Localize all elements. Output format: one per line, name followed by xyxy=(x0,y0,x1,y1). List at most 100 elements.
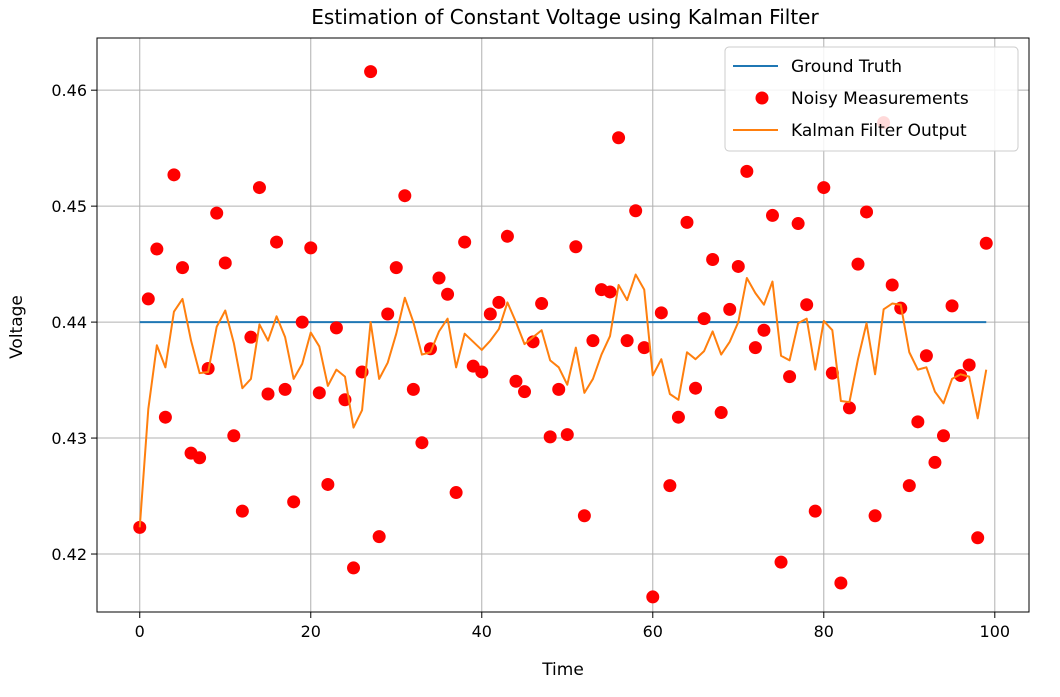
measurement-point xyxy=(842,401,856,415)
measurement-point xyxy=(714,406,728,420)
legend-label: Noisy Measurements xyxy=(791,89,969,109)
measurement-point xyxy=(654,306,668,320)
measurement-point xyxy=(398,189,412,203)
measurement-point xyxy=(680,215,694,229)
measurement-point xyxy=(979,236,993,250)
legend-marker xyxy=(755,91,769,105)
measurement-point xyxy=(765,208,779,222)
measurement-point xyxy=(193,451,207,465)
measurement-point xyxy=(415,436,429,450)
measurement-point xyxy=(911,415,925,429)
measurement-point xyxy=(244,330,258,344)
measurement-point xyxy=(757,323,771,337)
x-tick-label: 100 xyxy=(980,622,1011,641)
measurement-point xyxy=(535,297,549,311)
measurement-point xyxy=(825,366,839,380)
measurement-point xyxy=(671,410,685,424)
measurement-point xyxy=(287,495,301,509)
measurement-point xyxy=(210,206,224,220)
measurement-point xyxy=(312,386,326,400)
measurement-point xyxy=(261,387,275,401)
x-tick-label: 80 xyxy=(814,622,834,641)
legend: Ground Truth Noisy Measurements Kalman Fil… xyxy=(724,46,1019,152)
measurement-point xyxy=(141,292,155,306)
measurement-point xyxy=(919,349,933,363)
measurement-point xyxy=(740,164,754,178)
measurement-point xyxy=(902,479,916,493)
measurement-point xyxy=(167,168,181,182)
measurement-point xyxy=(552,382,566,396)
measurement-point xyxy=(158,410,172,424)
legend-box xyxy=(724,46,1019,152)
measurement-point xyxy=(500,229,514,243)
measurement-point xyxy=(543,430,557,444)
measurement-point xyxy=(449,486,463,500)
measurement-point xyxy=(971,531,985,545)
measurement-point xyxy=(492,295,506,309)
y-tick-label: 0.43 xyxy=(51,429,87,448)
measurement-point xyxy=(800,298,814,312)
measurement-point xyxy=(928,455,942,469)
measurement-point xyxy=(791,217,805,231)
measurement-point xyxy=(851,257,865,271)
measurement-point xyxy=(962,358,976,372)
measurement-point xyxy=(406,382,420,396)
measurement-point xyxy=(389,261,403,275)
measurement-point xyxy=(295,315,309,329)
measurement-point xyxy=(364,65,378,79)
x-tick-label: 40 xyxy=(472,622,492,641)
measurement-point xyxy=(620,334,634,348)
measurement-point xyxy=(723,302,737,316)
measurement-point xyxy=(945,299,959,313)
plot-area xyxy=(133,65,993,604)
x-tick-label: 20 xyxy=(301,622,321,641)
measurement-point xyxy=(936,429,950,443)
measurement-point xyxy=(432,271,446,285)
measurement-point xyxy=(381,307,395,321)
measurement-point xyxy=(646,590,660,604)
x-tick-label: 60 xyxy=(643,622,663,641)
y-tick-label: 0.42 xyxy=(51,545,87,564)
measurement-point xyxy=(227,429,241,443)
measurement-point xyxy=(347,561,361,575)
measurement-point xyxy=(629,204,643,218)
measurement-point xyxy=(577,509,591,523)
measurement-point xyxy=(560,428,574,442)
x-axis: 0 20 40 60 80 100 xyxy=(135,612,1010,641)
legend-label: Kalman Filter Output xyxy=(791,121,967,141)
measurement-point xyxy=(808,504,822,518)
measurement-point xyxy=(372,530,386,544)
measurement-point xyxy=(603,285,617,299)
measurement-point xyxy=(954,368,968,382)
measurement-point xyxy=(637,341,651,355)
measurement-point xyxy=(748,341,762,355)
measurement-point xyxy=(176,261,190,275)
measurement-point xyxy=(586,334,600,348)
y-axis: 0.42 0.43 0.44 0.45 0.46 xyxy=(51,81,97,564)
measurement-point xyxy=(270,235,284,249)
measurement-point xyxy=(509,374,523,388)
measurement-point xyxy=(218,256,232,270)
measurement-point xyxy=(518,385,532,399)
measurement-point xyxy=(731,259,745,273)
measurement-point xyxy=(252,181,266,195)
measurement-point xyxy=(329,321,343,335)
measurement-point xyxy=(783,370,797,384)
y-tick-label: 0.44 xyxy=(51,313,87,332)
measurement-point xyxy=(475,365,489,379)
measurement-point xyxy=(612,131,626,145)
measurement-point xyxy=(834,576,848,590)
measurement-point xyxy=(885,278,899,292)
measurement-point xyxy=(569,240,583,254)
measurement-point xyxy=(321,477,335,491)
measurement-point xyxy=(860,205,874,219)
measurement-point xyxy=(150,242,164,256)
kalman-filter-line xyxy=(138,273,988,528)
measurement-point xyxy=(483,307,497,321)
measurement-point xyxy=(689,381,703,395)
measurement-point xyxy=(235,504,249,518)
x-axis-label: Time xyxy=(541,660,584,680)
chart-title: Estimation of Constant Voltage using Kal… xyxy=(311,5,819,29)
measurement-point xyxy=(868,509,882,523)
